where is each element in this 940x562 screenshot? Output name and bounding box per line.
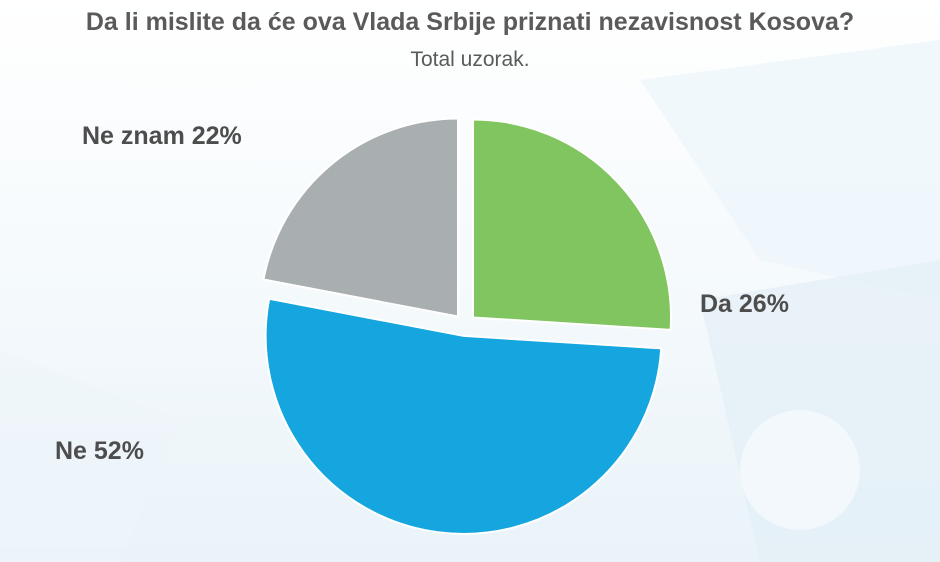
slice-ne <box>264 297 663 535</box>
slice-ne-znam-label: Ne znam 22% <box>82 122 242 150</box>
slice-ne-label: Ne 52% <box>55 437 144 465</box>
slice-da <box>472 118 673 331</box>
chart-title: Da li mislite da će ova Vlada Srbije pri… <box>85 8 855 36</box>
slice-ne-znam <box>262 117 459 318</box>
chart-subtitle: Total uzorak. <box>410 48 530 71</box>
slice-da-label: Da 26% <box>700 290 789 318</box>
